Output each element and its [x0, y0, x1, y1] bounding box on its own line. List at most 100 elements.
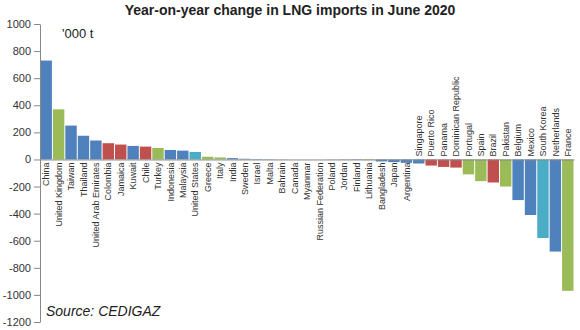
plot: -1200-1000-800-600-400-20002004006008001… — [3, 18, 575, 328]
x-tick-label: Mexico — [526, 128, 536, 157]
x-tick-label: Brazil — [488, 134, 498, 157]
y-tick-label: 1000 — [7, 18, 31, 30]
x-tick: Japan — [389, 159, 399, 187]
y-axis: -1200-1000-800-600-400-20002004006008001… — [3, 18, 41, 328]
x-tick-label: Dominican Republic — [451, 76, 461, 157]
bar — [537, 159, 548, 238]
x-tick-label: Israel — [252, 162, 262, 184]
y-tick-mark — [34, 51, 40, 52]
x-tick: Puerto Rico — [426, 109, 436, 159]
x-tick: Panama — [439, 123, 449, 160]
x-tick-label: China — [41, 162, 51, 186]
bar — [152, 148, 163, 160]
y-tick: -600 — [9, 235, 40, 247]
x-tick: Brazil — [488, 134, 498, 160]
x-tick-label: United Arab Emirates — [91, 162, 101, 248]
x-tick-label: Singapore — [414, 115, 424, 156]
bar — [103, 143, 114, 159]
x-tick-label: Malta — [265, 162, 275, 184]
y-tick: 1000 — [7, 18, 40, 30]
y-tick-label: -400 — [9, 208, 31, 220]
x-tick-label: Italy — [215, 162, 225, 179]
x-tick-label: Bangladesh — [377, 162, 387, 210]
x-tick: Russian Federation — [315, 159, 325, 240]
y-tick: 600 — [13, 72, 40, 84]
x-tick-label: Spain — [476, 133, 486, 156]
x-axis-line — [41, 159, 575, 160]
x-tick: South Korea — [538, 106, 548, 159]
x-tick-label: Finland — [352, 162, 362, 192]
x-tick-label: South Korea — [538, 106, 548, 156]
x-tick: Israel — [252, 159, 262, 184]
x-tick: India — [228, 159, 238, 182]
bar — [438, 159, 449, 166]
bar — [214, 157, 225, 159]
bar — [127, 146, 138, 160]
x-tick: Sweden — [240, 159, 250, 195]
y-tick-mark — [34, 187, 40, 188]
y-tick-label: -200 — [9, 181, 31, 193]
x-tick-label: Lithuania — [364, 162, 374, 199]
x-tick-label: Taiwan — [66, 162, 76, 190]
y-tick: 0 — [25, 153, 40, 165]
title: Year-on-year change in LNG imports in Ju… — [125, 2, 456, 18]
x-tick-label: Belgium — [513, 124, 523, 157]
bar — [562, 159, 573, 290]
bar — [475, 159, 486, 181]
x-tick-label: Argentina — [401, 162, 411, 201]
x-tick-label: Portugal — [464, 123, 474, 157]
y-tick-label: 600 — [13, 72, 31, 84]
y-tick-mark — [34, 241, 40, 242]
x-tick-label: Russian Federation — [315, 162, 325, 240]
bar — [65, 126, 76, 160]
x-tick-label: Colombia — [103, 162, 113, 200]
y-tick: -400 — [9, 208, 40, 220]
y-tick-mark — [34, 159, 40, 160]
x-tick: Bangladesh — [377, 159, 387, 210]
bar — [190, 152, 201, 159]
y-tick: 200 — [13, 126, 40, 138]
x-tick: Portugal — [464, 123, 474, 160]
y-tick-mark — [34, 214, 40, 215]
x-tick-label: Netherlands — [551, 107, 561, 156]
x-tick: Bahrain — [277, 159, 287, 193]
y-tick-mark — [34, 295, 40, 296]
x-tick-label: Japan — [389, 162, 399, 187]
bar — [140, 147, 151, 160]
x-tick: Pakistan — [501, 122, 511, 160]
x-tick-label: Bahrain — [277, 162, 287, 193]
y-tick: -200 — [9, 181, 40, 193]
x-tick-label: Indonesia — [166, 162, 176, 201]
bar — [165, 150, 176, 159]
bar — [512, 159, 523, 200]
x-tick: Thailand — [79, 159, 89, 197]
y-tick-label: 200 — [13, 126, 31, 138]
x-tick-label: Canada — [290, 162, 300, 194]
x-tick: Myanmar — [302, 159, 312, 200]
x-tick: Jamaica — [116, 159, 126, 196]
y-tick: -1000 — [3, 289, 40, 301]
x-tick-label: Panama — [439, 123, 449, 157]
x-tick: Turkey — [153, 159, 163, 189]
y-tick-label: -1200 — [3, 316, 31, 328]
x-tick-label: Jordan — [339, 162, 349, 190]
x-tick: Poland — [327, 159, 337, 190]
x-tick: Taiwan — [66, 159, 76, 190]
y-tick-label: -600 — [9, 235, 31, 247]
x-tick: Indonesia — [166, 159, 176, 201]
x-tick: United States — [190, 159, 200, 216]
x-tick: Malaysia — [178, 159, 188, 198]
y-tick-label: 0 — [25, 153, 31, 165]
x-tick: Colombia — [103, 159, 113, 200]
x-tick-label: Thailand — [79, 162, 89, 197]
x-tick: Finland — [352, 159, 362, 192]
x-axis: ChinaUnited KingdomTaiwanThailandUnited … — [41, 76, 575, 248]
y-tick: 800 — [13, 45, 40, 57]
x-tick-label: Jamaica — [116, 162, 126, 196]
y-tick-mark — [34, 132, 40, 133]
x-tick: Singapore — [414, 115, 424, 159]
x-tick-label: Greece — [203, 162, 213, 192]
x-tick-label: France — [563, 128, 573, 156]
bar — [488, 159, 499, 182]
y-tick: -800 — [9, 262, 40, 274]
